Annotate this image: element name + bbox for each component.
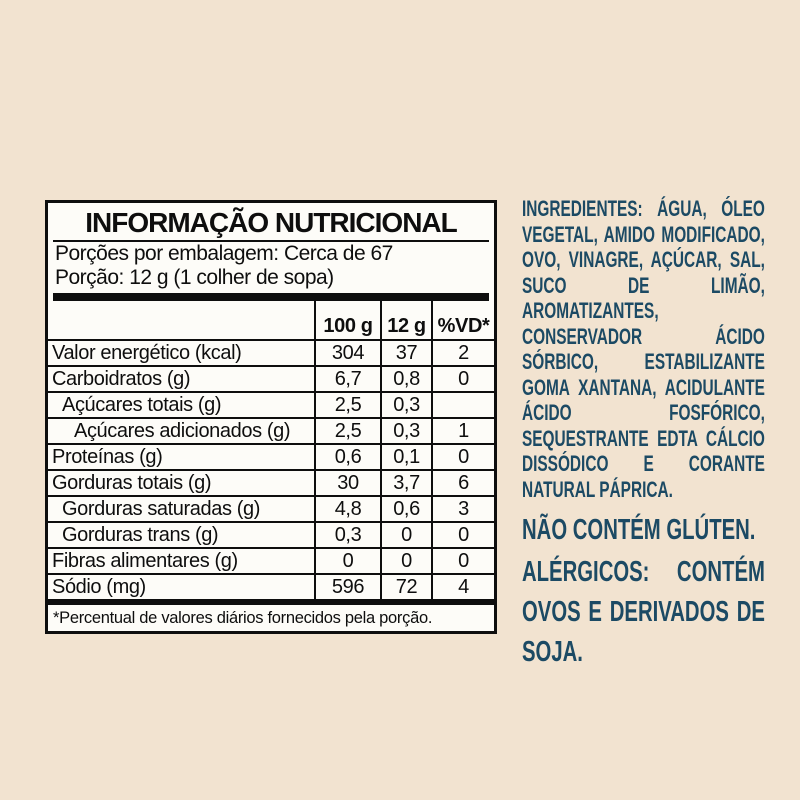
row-value-vd: 4: [431, 575, 494, 599]
nutrition-facts-panel: INFORMAÇÃO NUTRICIONAL Porções por embal…: [45, 200, 497, 634]
row-value-vd: 1: [431, 419, 494, 443]
table-row: Sódio (mg) 596 72 4: [48, 573, 494, 599]
row-label: Sódio (mg): [52, 576, 146, 598]
row-value-100g: 30: [314, 471, 380, 495]
row-value-100g: 0: [314, 549, 380, 573]
row-label: Valor energético (kcal): [52, 342, 242, 364]
row-value-12g: 72: [380, 575, 431, 599]
table-row: Açúcares adicionados (g) 2,5 0,3 1: [48, 417, 494, 443]
gluten-free-claim: NÃO CONTÉM GLÚTEN.: [522, 514, 756, 546]
row-value-100g: 6,7: [314, 367, 380, 391]
row-value-12g: 0,6: [380, 497, 431, 521]
servings-per-package: Porções por embalagem: Cerca de 67: [55, 242, 393, 265]
header-col-100g: 100 g: [314, 301, 380, 339]
row-value-100g: 2,5: [314, 419, 380, 443]
row-value-vd: 0: [431, 549, 494, 573]
row-label: Açúcares adicionados (g): [74, 420, 291, 442]
header-col-12g: 12 g: [380, 301, 431, 339]
ingredients-text: INGREDIENTES: ÁGUA, ÓLEO VEGETAL, AMIDO …: [522, 196, 765, 502]
table-row: Gorduras totais (g) 30 3,7 6: [48, 469, 494, 495]
row-value-12g: 0,8: [380, 367, 431, 391]
table-row: Açúcares totais (g) 2,5 0,3: [48, 391, 494, 417]
nutrition-table: 100 g 12 g %VD* Valor energético (kcal) …: [48, 301, 494, 599]
row-label: Gorduras totais (g): [52, 472, 212, 494]
row-value-vd: 6: [431, 471, 494, 495]
row-value-12g: 0: [380, 549, 431, 573]
row-value-100g: 2,5: [314, 393, 380, 417]
table-row: Proteínas (g) 0,6 0,1 0: [48, 443, 494, 469]
table-header-row: 100 g 12 g %VD*: [48, 301, 494, 339]
row-value-12g: 0: [380, 523, 431, 547]
row-value-vd: 0: [431, 445, 494, 469]
row-value-vd: 2: [431, 341, 494, 365]
row-label: Gorduras trans (g): [62, 524, 219, 546]
row-value-vd: 0: [431, 523, 494, 547]
table-row: Carboidratos (g) 6,7 0,8 0: [48, 365, 494, 391]
row-label: Carboidratos (g): [52, 368, 191, 390]
divider-bar-top: [53, 293, 489, 301]
row-value-12g: 0,3: [380, 419, 431, 443]
nutrition-panel-inner: INFORMAÇÃO NUTRICIONAL Porções por embal…: [48, 206, 494, 301]
row-label: Gorduras saturadas (g): [62, 498, 260, 520]
table-row: Gorduras saturadas (g) 4,8 0,6 3: [48, 495, 494, 521]
row-value-vd: [431, 393, 494, 417]
row-value-100g: 0,3: [314, 523, 380, 547]
row-value-vd: 0: [431, 367, 494, 391]
row-value-12g: 0,1: [380, 445, 431, 469]
row-value-12g: 3,7: [380, 471, 431, 495]
row-value-vd: 3: [431, 497, 494, 521]
nutrition-title: INFORMAÇÃO NUTRICIONAL: [53, 206, 489, 242]
row-value-100g: 4,8: [314, 497, 380, 521]
table-row: Gorduras trans (g) 0,3 0 0: [48, 521, 494, 547]
row-label: Proteínas (g): [52, 446, 163, 468]
row-label: Fibras alimentares (g): [52, 550, 238, 572]
row-value-100g: 304: [314, 341, 380, 365]
row-label: Açúcares totais (g): [62, 394, 222, 416]
serving-size: Porção: 12 g (1 colher de sopa): [55, 266, 334, 289]
row-value-100g: 596: [314, 575, 380, 599]
row-value-12g: 0,3: [380, 393, 431, 417]
row-value-12g: 37: [380, 341, 431, 365]
table-row: Fibras alimentares (g) 0 0 0: [48, 547, 494, 573]
divider-bar-bottom: [48, 599, 494, 605]
daily-values-footnote: *Percentual de valores diários fornecido…: [53, 609, 433, 627]
row-value-100g: 0,6: [314, 445, 380, 469]
allergen-statement: ALÉRGICOS: CONTÉM OVOS E DERIVADOS DE SO…: [522, 556, 765, 668]
header-col-vd: %VD*: [431, 301, 494, 339]
ingredients-column: INGREDIENTES: ÁGUA, ÓLEO VEGETAL, AMIDO …: [522, 196, 765, 672]
table-row: Valor energético (kcal) 304 37 2: [48, 339, 494, 365]
